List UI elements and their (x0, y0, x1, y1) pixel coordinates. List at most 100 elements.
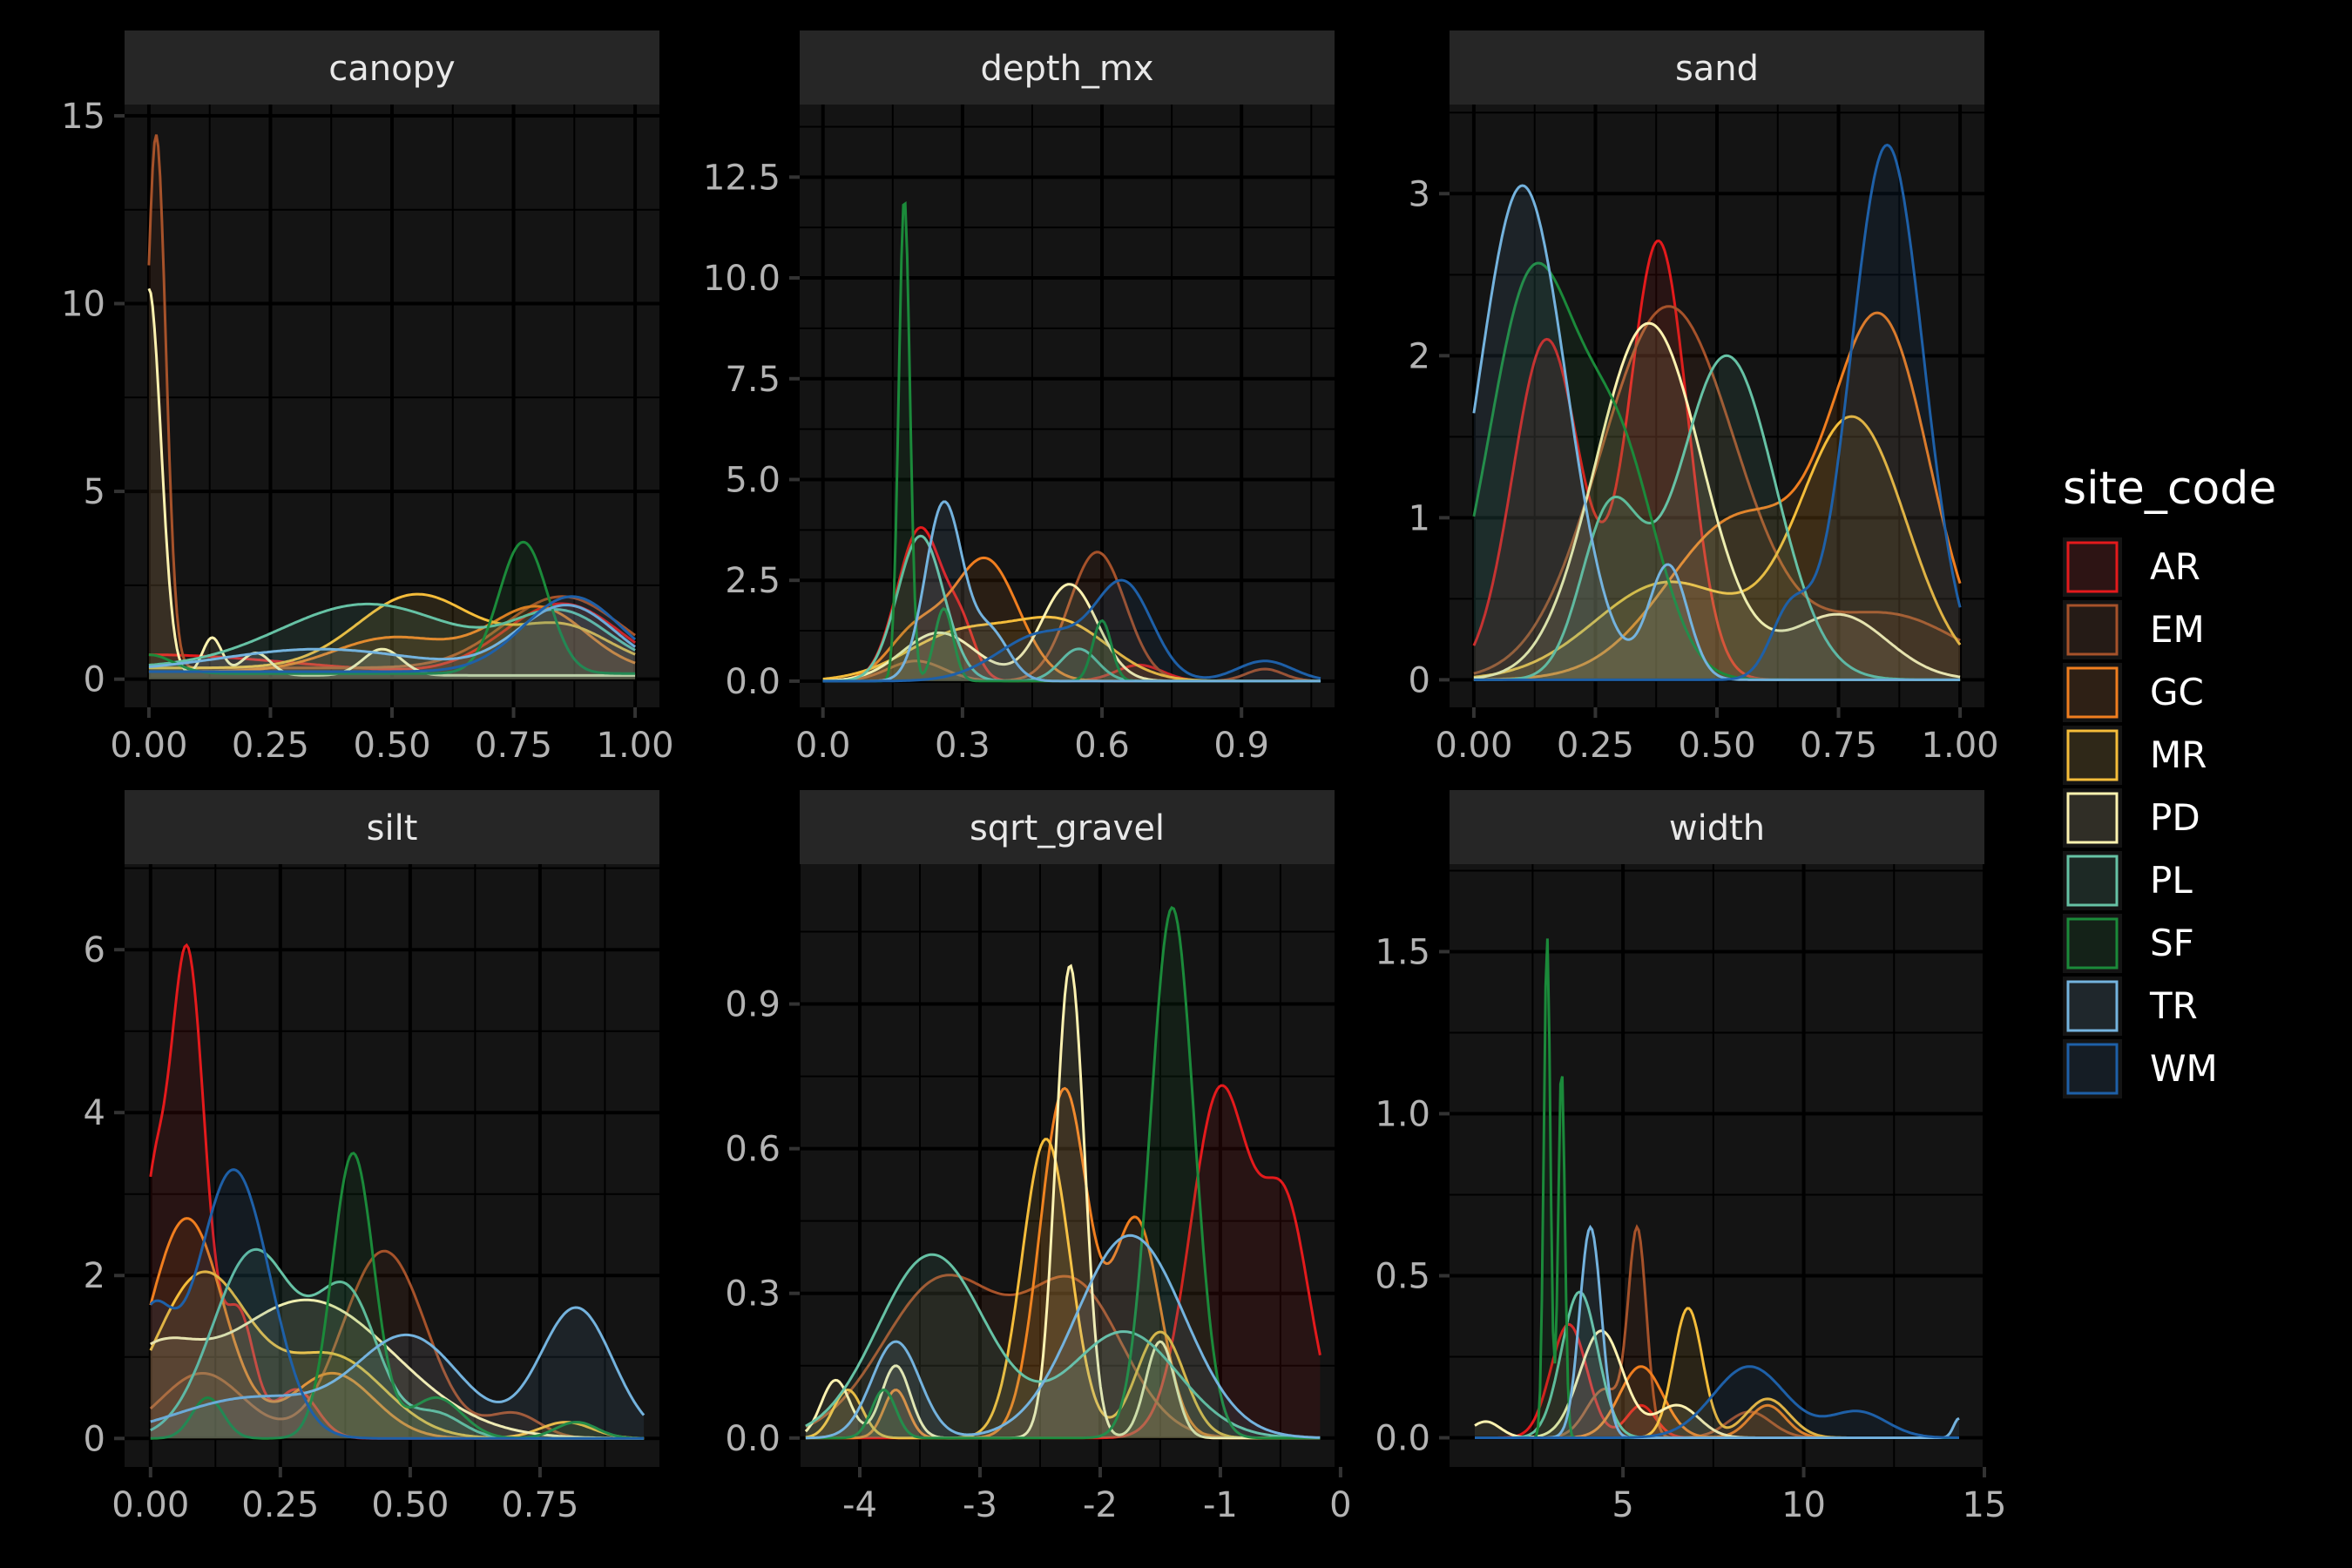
density-line-mr (149, 1270, 645, 1440)
density-line-pl (805, 1253, 1321, 1440)
density-area-gc (805, 1088, 1321, 1438)
density-line-em (1473, 305, 1961, 675)
x-tick-label: 0.50 (1678, 726, 1755, 766)
legend-label: GC (2150, 671, 2204, 713)
y-tick-label: 10.0 (703, 259, 781, 299)
legend-swatch (2066, 855, 2119, 907)
density-area-mr (148, 594, 636, 679)
legend-key-background (2063, 1039, 2122, 1098)
panel-silt: silt 0.00 0.25 0.50 0.75 0 2 4 6 (84, 790, 659, 1525)
grid-lines (125, 864, 659, 1467)
x-tick-label: 0.0 (795, 726, 851, 766)
legend-item-gc: GC (2063, 663, 2204, 722)
density-area-tr (1475, 1227, 1959, 1438)
x-tick-label: 0 (1329, 1485, 1351, 1525)
y-tick-label: 7.5 (725, 360, 781, 400)
density-area-tr (805, 1235, 1321, 1438)
facet-strip-label: depth_mx (980, 49, 1153, 89)
facet-strip (125, 30, 659, 105)
density-line-wm (822, 578, 1321, 683)
y-tick-label: 12.5 (703, 158, 781, 198)
x-tick-label: 10 (1781, 1485, 1826, 1525)
x-tick-label: 0.75 (1800, 726, 1877, 766)
legend-item-tr: TR (2063, 977, 2198, 1036)
density-area-wm (150, 1169, 645, 1439)
legend-key-background (2063, 537, 2122, 597)
facet-strip-label: canopy (328, 49, 455, 89)
legend-key-background (2063, 726, 2122, 785)
density-line-wm (1475, 1365, 1960, 1439)
density-curves (822, 201, 1321, 683)
y-tick-label: 0.0 (725, 1419, 781, 1459)
density-line-pl (1473, 354, 1961, 681)
legend-key-background (2063, 600, 2122, 659)
legend-item-wm: WM (2063, 1039, 2218, 1098)
density-area-gc (822, 558, 1321, 681)
x-tick-label: 0.00 (112, 1485, 189, 1525)
density-line-wm (1473, 143, 1962, 681)
legend-item-pl: PL (2063, 851, 2193, 910)
density-area-gc (150, 1218, 645, 1439)
y-tick-label: 10 (61, 285, 105, 325)
x-tick-label: 1.00 (597, 726, 674, 766)
panel-sqrt-gravel: sqrt_gravel -4 -3 -2 -1 0 0.0 0.3 0.6 0.9 (725, 790, 1352, 1525)
panel-canopy: canopy 0.00 0.25 0.50 0.75 1.00 0 5 10 15 (61, 30, 674, 766)
density-line-pd (150, 1298, 645, 1440)
density-area-em (148, 134, 636, 679)
density-area-em (1473, 306, 1961, 680)
legend: site_code AR EM GC MR PD PL SF TR WM (2063, 463, 2276, 1098)
legend-item-pd: PD (2063, 788, 2200, 848)
density-area-pd (1475, 1330, 1959, 1438)
panel-depth-mx: depth_mx 0.0 0.3 0.6 0.9 0.0 2.5 5.0 7.5 10.0 12.5 (703, 30, 1335, 766)
legend-swatch (2066, 1043, 2119, 1095)
legend-swatch (2066, 792, 2119, 844)
x-tick-label: -3 (963, 1485, 997, 1525)
y-tick-label: 0.6 (725, 1130, 781, 1170)
panel-background (125, 864, 659, 1467)
x-tick-label: 0.50 (371, 1485, 449, 1525)
facet-strip (1450, 790, 1984, 865)
x-tick-label: 0.3 (935, 726, 990, 766)
x-tick-label: 0.75 (475, 726, 552, 766)
density-line-tr (1472, 184, 1961, 681)
legend-label: SF (2150, 922, 2194, 964)
facet-strip (125, 790, 659, 865)
density-area-tr (822, 502, 1321, 681)
density-area-ar (1473, 240, 1961, 680)
axes: 0.00 0.25 0.50 0.75 0 2 4 6 (84, 930, 579, 1525)
y-tick-label: 6 (84, 930, 105, 970)
density-area-tr (1473, 186, 1961, 680)
legend-label: PL (2150, 859, 2193, 902)
x-tick-label: 0.9 (1213, 726, 1269, 766)
density-line-sf (148, 540, 636, 675)
density-line-tr (150, 1306, 645, 1423)
density-line-pd (804, 963, 1321, 1440)
y-tick-label: 0.0 (1375, 1419, 1430, 1459)
x-tick-label: 0.25 (241, 1485, 319, 1525)
y-tick-label: 2.5 (725, 561, 781, 601)
x-tick-label: 0.75 (501, 1485, 578, 1525)
y-tick-label: 0 (84, 1419, 105, 1459)
facet-strip (800, 30, 1335, 105)
density-area-pd (150, 1300, 645, 1439)
density-area-ar (822, 527, 1321, 681)
density-area-wm (822, 580, 1321, 681)
legend-label: WM (2150, 1047, 2218, 1090)
legend-key-background (2063, 914, 2122, 973)
legend-swatch (2066, 980, 2119, 1032)
x-tick-label: 0.25 (1557, 726, 1634, 766)
density-line-gc (1473, 311, 1962, 681)
density-area-pl (805, 1254, 1321, 1438)
density-area-wm (148, 596, 636, 679)
density-line-em (149, 1249, 645, 1440)
y-tick-label: 4 (84, 1093, 105, 1133)
legend-label: PD (2150, 796, 2200, 839)
density-line-tr (822, 500, 1321, 683)
density-area-pd (805, 965, 1321, 1438)
y-tick-label: 1.0 (1375, 1094, 1430, 1134)
panel-background (1450, 864, 1984, 1467)
legend-title: site_code (2063, 463, 2276, 515)
density-area-pd (1473, 323, 1961, 680)
y-tick-label: 1.5 (1375, 932, 1430, 972)
legend-swatch (2066, 666, 2119, 719)
